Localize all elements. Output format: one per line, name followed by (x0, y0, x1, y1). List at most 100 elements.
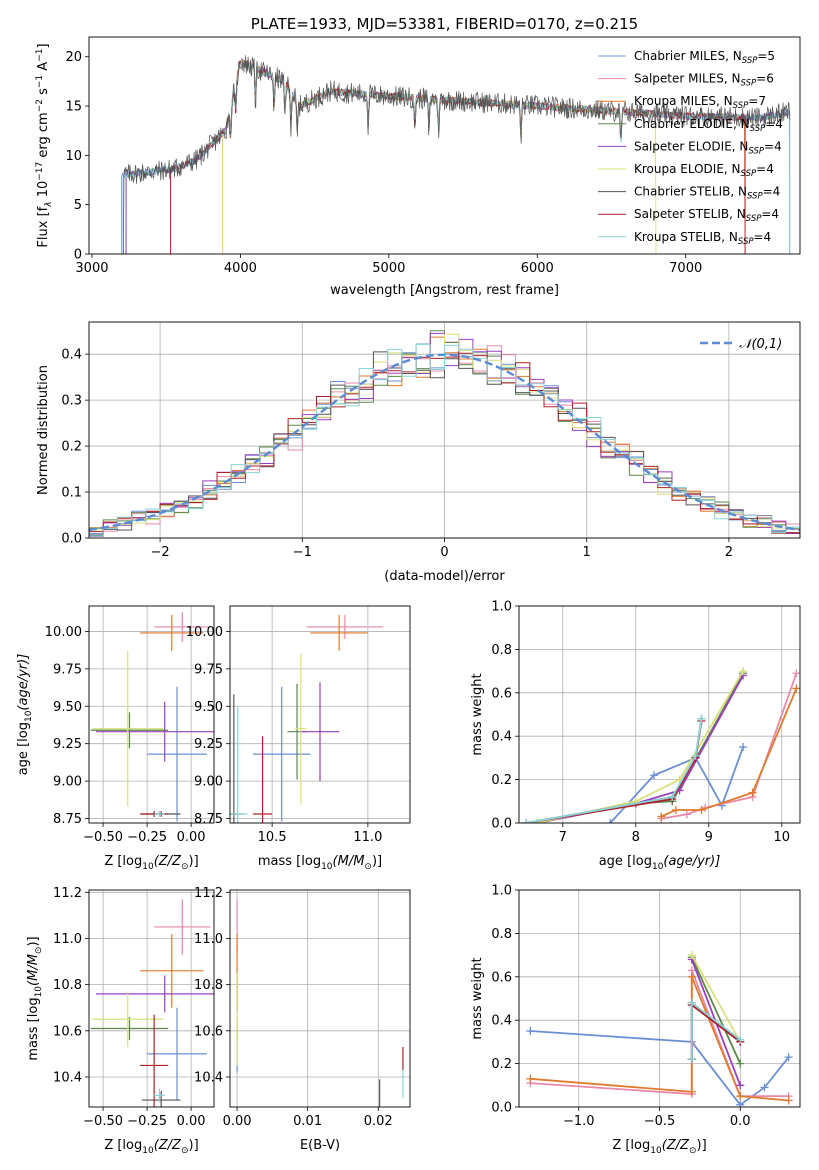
weight-marker (687, 998, 696, 1007)
weight-marker (671, 805, 680, 814)
plot-area-residuals (89, 330, 800, 538)
x-tick-label: −0.25 (127, 830, 167, 845)
panel-age_vs_Z: −0.50 −0.25 0.00 8.75 9.00 9.25 9.50 9.75 10.00 Z… (16, 605, 215, 872)
weight-marker (687, 951, 696, 960)
axes-frame (88, 605, 215, 824)
y-tick-label: 0.6 (491, 970, 512, 985)
weight-line (537, 672, 744, 823)
y-tick-label: 15 (65, 100, 82, 115)
weight-marker (657, 812, 666, 821)
legend-label: Chabrier ELODIE, NSSP=4 (634, 117, 783, 134)
y-axis-label: mass [log10(M/M⊙)] (26, 936, 44, 1060)
y-tick-label: 9.50 (53, 700, 82, 715)
weight-line (526, 718, 703, 823)
y-tick-label: 0.0 (61, 532, 82, 547)
y-tick-label: 10 (65, 149, 82, 164)
y-tick-label: 0 (74, 248, 82, 263)
y-axis-label: Normed distribution (36, 365, 51, 495)
weight-marker (668, 792, 677, 801)
spectrum-model-line (121, 59, 791, 254)
x-tick-label: 0.0 (730, 1114, 751, 1129)
y-tick-label: 1.0 (491, 884, 512, 899)
weight-marker (526, 1027, 535, 1036)
x-tick-label: −0.25 (127, 1114, 167, 1129)
y-tick-label: 0.2 (61, 440, 82, 455)
panel-age_vs_mass: 10.5 11.0 8.75 9.00 9.25 9.50 9.75 10.00 mass [l… (186, 605, 411, 872)
x-tick-label: −1.0 (563, 1114, 595, 1129)
y-tick-label: 9.50 (194, 700, 223, 715)
weight-marker (739, 667, 748, 676)
y-tick-label: 9.25 (194, 737, 223, 752)
legend-label: Chabrier STELIB, NSSP=4 (634, 185, 780, 202)
spectrum-model-line (125, 58, 791, 254)
y-tick-label: 11.0 (53, 932, 82, 947)
y-tick-label: 0.3 (61, 394, 82, 409)
x-axis-label: E(B-V) (300, 1138, 340, 1153)
x-tick-label: 2 (725, 545, 733, 560)
plot-area-weight_vs_age (522, 667, 800, 823)
plot-area-mass_vs_EBV (236, 899, 404, 1107)
x-tick-label: 8 (632, 830, 640, 845)
panel-weight_vs_Z: −1.0 −0.5 0.0 0.0 0.2 0.4 0.6 0.8 1.0 Z [log10(Z/… (470, 884, 801, 1156)
panel-mass_vs_Z: −0.50 −0.25 0.00 10.4 10.6 10.8 11.0 11.2 Z [log… (26, 886, 215, 1156)
y-tick-label: 10.8 (194, 978, 223, 993)
weight-marker (736, 1035, 745, 1044)
axes-frame (229, 889, 411, 1108)
x-tick-label: 10.5 (258, 830, 287, 845)
x-tick-label: −0.5 (644, 1114, 676, 1129)
x-axis-label: Z [log10(Z/Z⊙)] (104, 854, 198, 872)
weight-marker (697, 714, 706, 723)
weight-marker (687, 1087, 696, 1096)
x-axis-label: wavelength [Angstrom, rest frame] (330, 283, 559, 298)
legend-label: Kroupa MILES, NSSP=7 (634, 94, 766, 111)
x-tick-label: 0.01 (293, 1114, 322, 1129)
x-tick-label: −0.50 (83, 830, 123, 845)
plot-area-age_vs_Z (90, 611, 214, 822)
spectrum-model-line (170, 60, 791, 254)
y-tick-label: 8.75 (53, 812, 82, 827)
y-tick-label: 0.4 (491, 1014, 512, 1029)
y-tick-label: 10.6 (194, 1024, 223, 1039)
y-tick-label: 0.0 (491, 1101, 512, 1116)
y-tick-label: 9.75 (194, 662, 223, 677)
panel-residuals: −2 −1 0 1 2 0.0 0.1 0.2 0.3 0.4 (data-model)/error… (36, 321, 801, 584)
plot-area-age_vs_mass (230, 614, 384, 823)
y-tick-label: 9.75 (53, 662, 82, 677)
x-tick-label: 0 (440, 545, 448, 560)
weight-marker (687, 1055, 696, 1064)
x-tick-label: −2 (151, 545, 170, 560)
weight-line (537, 670, 744, 823)
y-tick-label: 11.2 (53, 886, 82, 901)
y-tick-label: 10.00 (45, 625, 82, 640)
y-axis-label: age [log10(age/yr)] (16, 654, 34, 776)
weight-marker (691, 751, 700, 760)
x-tick-label: 1 (583, 545, 591, 560)
panel-weight_vs_age: 7 8 9 10 0.0 0.2 0.4 0.6 0.8 1.0 age [log10(age/yr… (470, 600, 801, 872)
y-tick-label: 11.2 (194, 886, 223, 901)
x-tick-label: 5000 (372, 261, 405, 276)
weight-marker (736, 1100, 745, 1107)
y-tick-label: 0.2 (491, 1057, 512, 1072)
y-axis-label: Flux [fλ 10−17 erg cm−2 s−1 A−1] (35, 43, 54, 247)
legend-label: 𝒩(0,1) (739, 337, 782, 352)
x-tick-label: 0.00 (223, 1114, 252, 1129)
weight-marker (606, 819, 615, 823)
axes-frame (229, 605, 411, 824)
weight-marker (792, 669, 800, 678)
y-tick-label: 9.25 (53, 737, 82, 752)
weight-line (690, 956, 742, 1064)
weight-line (660, 688, 798, 818)
spectrum-model-line (222, 59, 746, 254)
x-tick-label: 10 (773, 830, 790, 845)
x-tick-label: 0.00 (177, 1114, 206, 1129)
y-axis-label: mass weight (470, 957, 485, 1039)
weight-marker (526, 1074, 535, 1083)
y-tick-label: 11.0 (194, 932, 223, 947)
spectrum-model-line (170, 59, 746, 254)
plot-area-mass_vs_Z (90, 899, 214, 1107)
y-tick-label: 9.00 (194, 775, 223, 790)
y-tick-label: 0.1 (61, 486, 82, 501)
y-tick-label: 0.8 (491, 927, 512, 942)
weight-marker (760, 1083, 769, 1092)
legend-label: Kroupa ELODIE, NSSP=4 (634, 162, 774, 179)
